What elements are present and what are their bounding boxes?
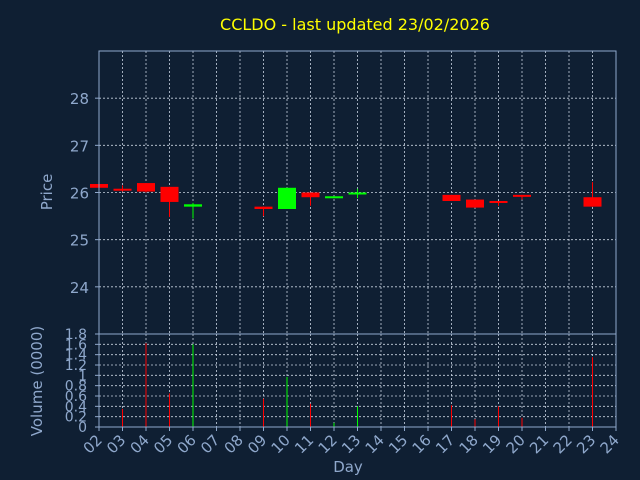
day-tick-label: 06 — [174, 431, 200, 457]
chart-title: CCLDO - last updated 23/02/2026 — [220, 15, 490, 34]
day-tick-label: 23 — [573, 431, 599, 457]
day-tick-label: 04 — [127, 431, 153, 457]
day-tick-label: 03 — [103, 431, 129, 457]
day-tick-label: 07 — [197, 431, 223, 457]
volume-axis-label: Volume (0000) — [28, 326, 46, 436]
volume-tick-label: 0.6 — [65, 389, 87, 405]
candle-body — [137, 183, 155, 192]
day-tick-label: 17 — [432, 431, 458, 457]
day-tick-label: 18 — [456, 431, 482, 457]
volume-tick-label: 1.2 — [65, 358, 87, 374]
day-tick-label: 08 — [221, 431, 247, 457]
candle-body — [583, 197, 602, 207]
day-tick-label: 20 — [503, 431, 529, 457]
volume-tick-label: 1.6 — [65, 337, 87, 353]
day-tick-label: 13 — [338, 431, 364, 457]
candle-body — [325, 196, 343, 199]
day-tick-label: 21 — [526, 431, 552, 457]
candle-body — [113, 188, 132, 191]
day-tick-label: 12 — [315, 431, 341, 457]
candle-body — [442, 194, 461, 201]
candle-body — [489, 200, 508, 203]
day-tick-label: 19 — [479, 431, 505, 457]
price-tick-label: 28 — [70, 90, 89, 108]
day-tick-label: 14 — [362, 431, 388, 457]
day-tick-label: 11 — [291, 431, 317, 457]
volume-tick-label: 1 — [78, 368, 87, 384]
volume-tick-label: 1.8 — [65, 327, 87, 343]
day-tick-label: 24 — [597, 431, 623, 457]
price-axis-label: Price — [38, 174, 56, 211]
day-tick-label: 05 — [150, 431, 176, 457]
day-tick-label: 15 — [385, 431, 411, 457]
candle-body — [301, 192, 320, 198]
day-tick-label: 10 — [268, 431, 294, 457]
day-tick-label: 22 — [550, 431, 576, 457]
volume-tick-label: 0.2 — [65, 410, 87, 426]
candle-body — [466, 199, 484, 208]
candle-body — [348, 192, 367, 195]
candle-body — [254, 206, 273, 210]
candle-body — [513, 194, 531, 197]
day-tick-label: 09 — [244, 431, 270, 457]
day-axis-label: Day — [333, 458, 363, 476]
candle-body — [278, 187, 296, 210]
price-tick-label: 26 — [70, 185, 89, 203]
day-tick-label: 16 — [409, 431, 435, 457]
volume-tick-label: 0 — [78, 420, 87, 436]
price-tick-label: 24 — [70, 279, 89, 297]
price-tick-label: 27 — [70, 137, 89, 155]
price-tick-label: 25 — [70, 232, 89, 250]
candle-body — [184, 204, 202, 207]
volume-tick-label: 0.4 — [65, 399, 87, 415]
volume-tick-label: 0.8 — [65, 379, 87, 395]
candle-body — [160, 186, 179, 202]
volume-tick-label: 1.4 — [65, 348, 87, 364]
